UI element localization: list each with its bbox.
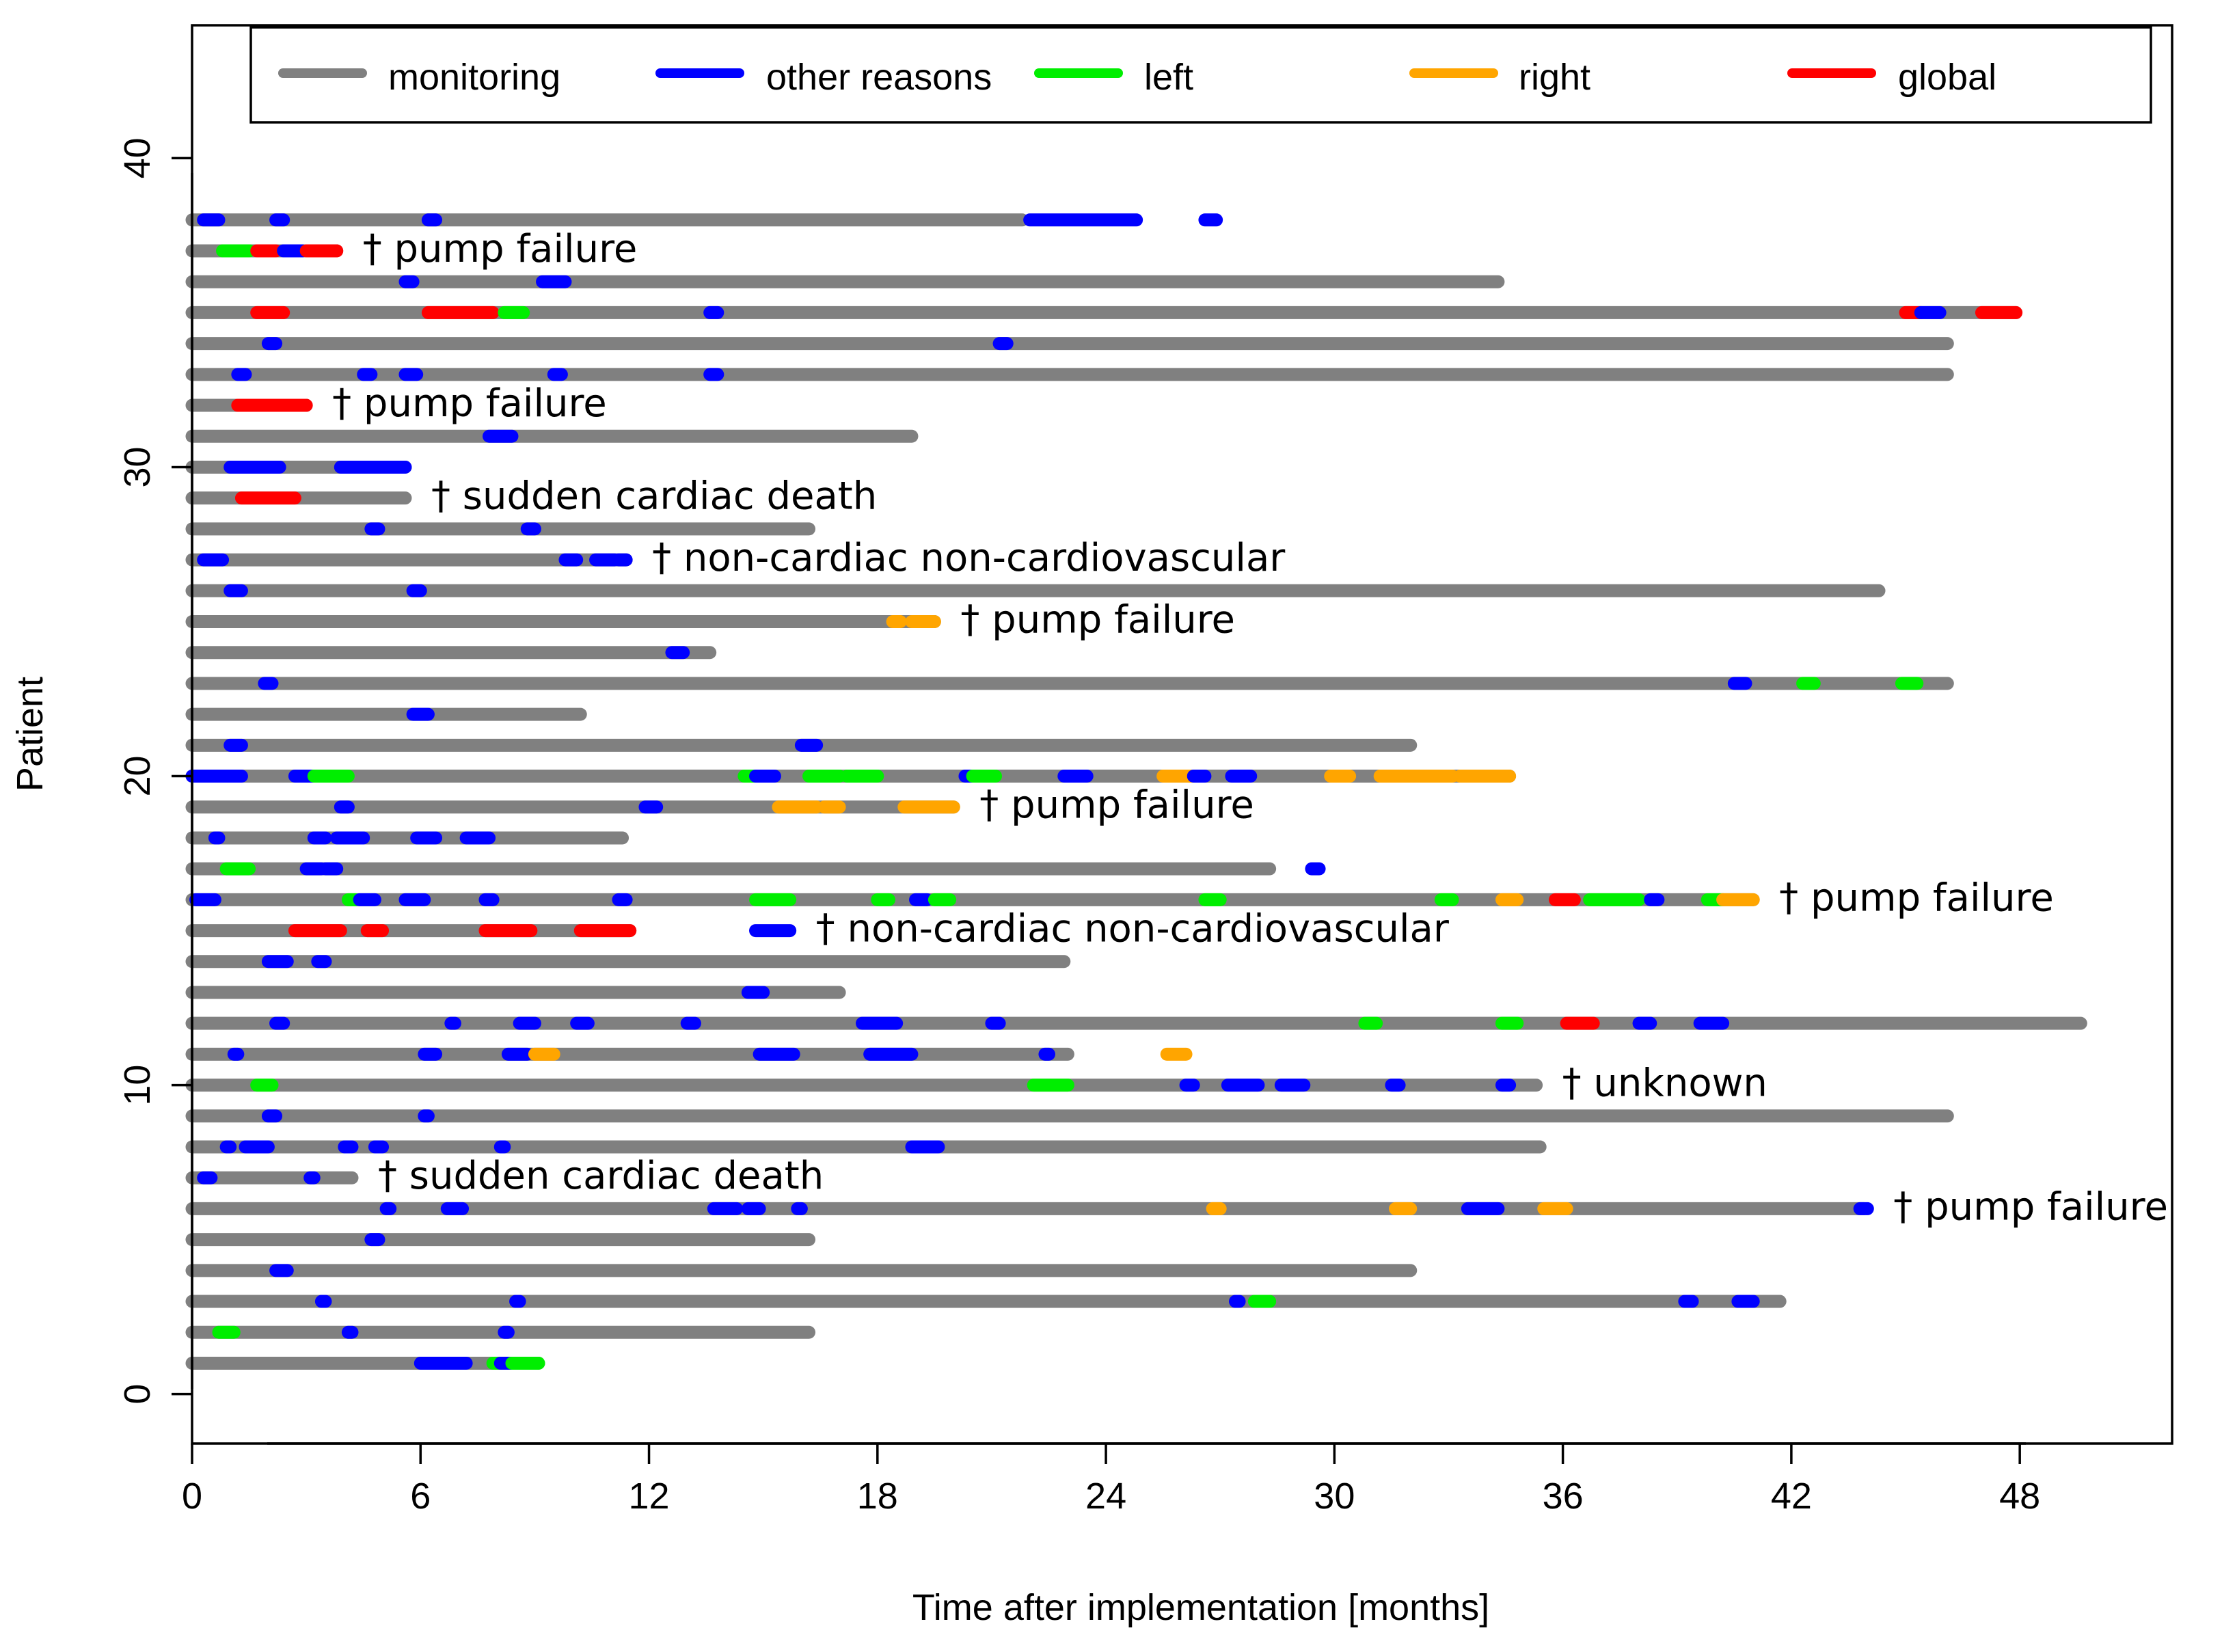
legend-label-left: left [1144,57,1193,98]
patient-row-7: † sudden cardiac death [185,1154,824,1198]
x-axis: 0 6 12 18 24 30 36 42 48 Time after implementati… [182,1442,2040,1628]
x-tick-label: 42 [1771,1476,1812,1517]
death-annotation: † non-cardiac non-cardiovascular [816,907,1450,951]
x-tick-label: 0 [182,1476,202,1517]
y-tick-label: 30 [117,446,158,487]
patient-row-37: † pump failure [185,227,638,271]
y-axis: 0 10 20 30 40 Patient [10,137,193,1405]
x-tick-label: 30 [1314,1476,1355,1517]
legend-label-other-reasons: other reasons [766,57,992,98]
death-annotation: † pump failure [979,783,1254,828]
patient-row-19: † pump failure [185,783,1254,828]
death-annotation: † pump failure [1893,1184,2168,1229]
legend-label-right: right [1519,57,1590,98]
death-annotation: † unknown [1562,1061,1767,1106]
x-tick-label: 48 [1999,1476,2040,1517]
death-annotation: † pump failure [363,227,638,271]
legend-label-global: global [1898,57,1996,98]
patient-row-10: † unknown [185,1061,1767,1106]
y-tick-label: 10 [117,1065,158,1106]
patient-row-25: † pump failure [185,597,1235,642]
patient-row-29: † sudden cardiac death [185,474,877,519]
y-ticks: 0 10 20 30 40 [117,137,192,1405]
x-tick-label: 6 [410,1476,431,1517]
death-annotation: † sudden cardiac death [431,474,877,519]
y-tick-label: 0 [117,1384,158,1405]
death-annotation: † pump failure [1779,876,2054,920]
y-tick-label: 40 [117,137,158,178]
x-ticks: 0 6 12 18 24 30 36 42 48 [182,1444,2040,1517]
death-annotation: † non-cardiac non-cardiovascular [652,536,1286,580]
patient-row-32: † pump failure [185,381,607,426]
x-tick-label: 24 [1085,1476,1126,1517]
death-annotation: † pump failure [960,597,1235,642]
x-tick-label: 12 [628,1476,669,1517]
x-tick-label: 36 [1543,1476,1584,1517]
x-axis-label: Time after implementation [months] [912,1587,1489,1628]
patient-row-15: † non-cardiac non-cardiovascular [185,907,1450,951]
data-layer: † pump failure † sudden cardiac death † un… [185,213,2168,1370]
legend-label-monitoring: monitoring [388,57,560,98]
legend: monitoring other reasons left right glob… [249,26,2152,124]
patient-row-27: † non-cardiac non-cardiovascular [185,536,1286,580]
patient-row-6: † pump failure [185,1184,2168,1229]
y-axis-label: Patient [10,677,51,791]
death-annotation: † sudden cardiac death [378,1154,824,1198]
y-tick-label: 20 [117,755,158,796]
death-annotation: † pump failure [332,381,607,426]
x-tick-label: 18 [857,1476,898,1517]
patient-row-16: † pump failure [185,876,2054,920]
